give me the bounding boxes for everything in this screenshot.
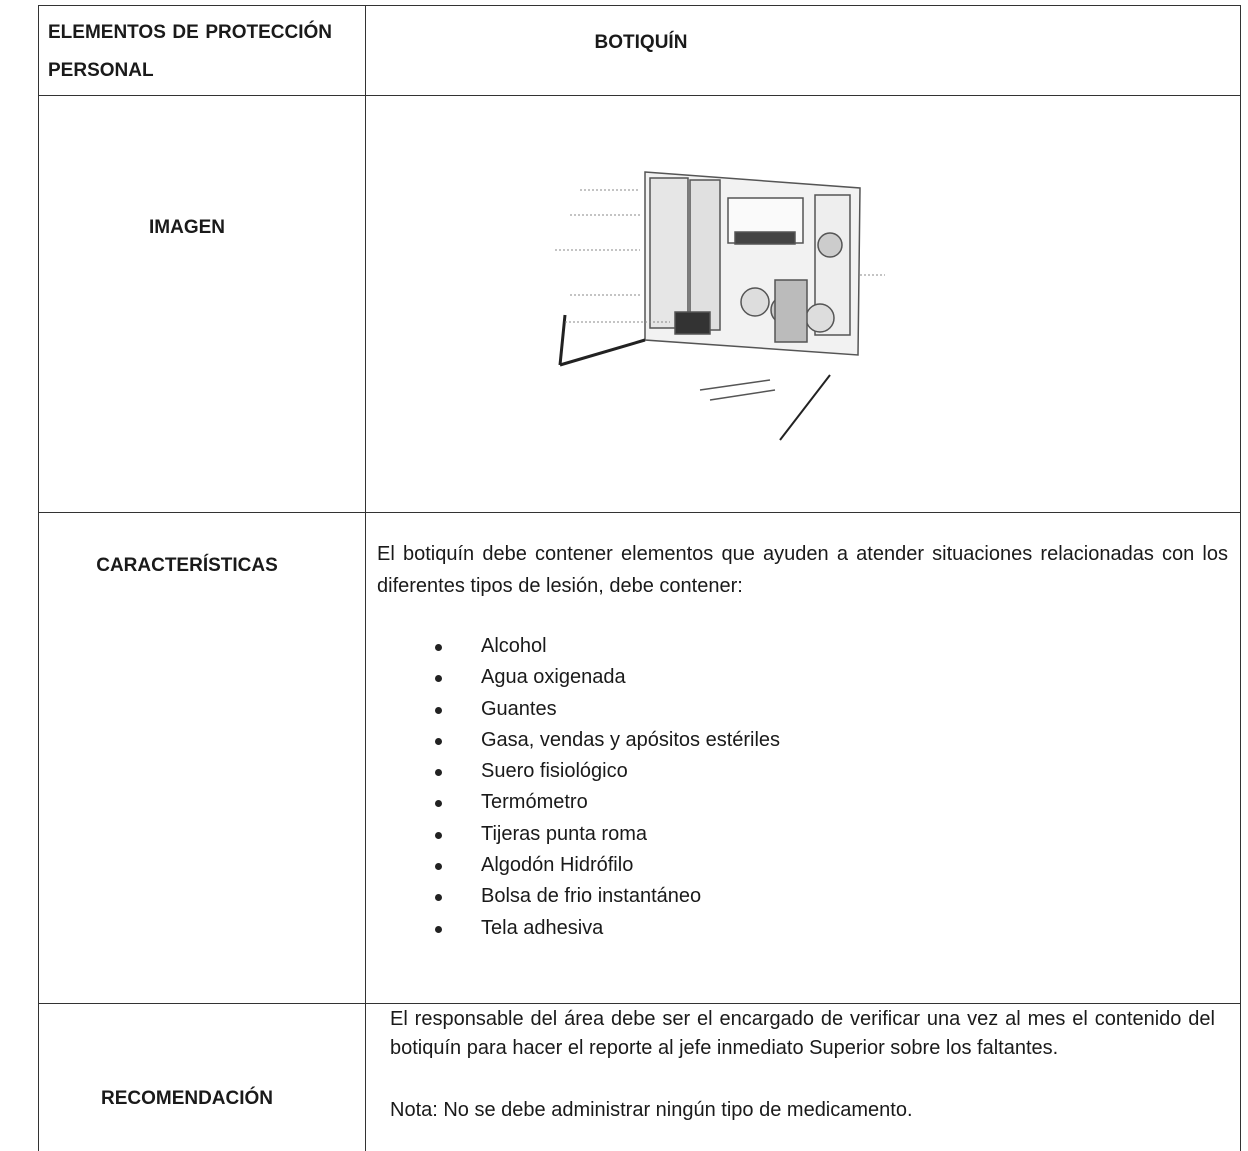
header-left: ELEMENTOS DE PROTECCIÓN PERSONAL — [48, 22, 332, 81]
border — [38, 1003, 1241, 1004]
border — [365, 5, 366, 1151]
list-item: Tijeras punta roma — [377, 819, 1177, 850]
row-text: El responsable del área debe ser el enca… — [390, 1008, 1215, 1059]
border — [38, 512, 1241, 513]
row-text: El botiquín debe contener elementos que … — [377, 543, 1228, 597]
border — [38, 5, 1241, 6]
border — [1240, 5, 1241, 1151]
list-item: Bolsa de frio instantáneo — [377, 881, 1177, 912]
list-item: Alcohol — [377, 631, 1177, 662]
header-right: BOTIQUÍN — [594, 32, 688, 53]
list-item: Suero fisiológico — [377, 756, 1177, 787]
border — [38, 5, 39, 1151]
list-item: Tela adhesiva — [377, 913, 1177, 944]
item-list: Alcohol Agua oxigenada Guantes Gasa, vendas… — [377, 631, 1177, 944]
row-label: RECOMENDACIÓN — [100, 1088, 274, 1109]
list-item: Algodón Hidrófilo — [377, 850, 1177, 881]
list-item: Gasa, vendas y apósitos estériles — [377, 725, 1177, 756]
list-item: Agua oxigenada — [377, 662, 1177, 693]
border — [38, 95, 1241, 96]
first-aid-kit-image — [555, 171, 885, 441]
row-note: Nota: No se debe administrar ningún tipo… — [390, 1099, 913, 1121]
row-label: IMAGEN — [149, 217, 225, 238]
row-label: CARACTERÍSTICAS — [96, 555, 278, 576]
list-item: Guantes — [377, 694, 1177, 725]
list-item: Termómetro — [377, 787, 1177, 818]
